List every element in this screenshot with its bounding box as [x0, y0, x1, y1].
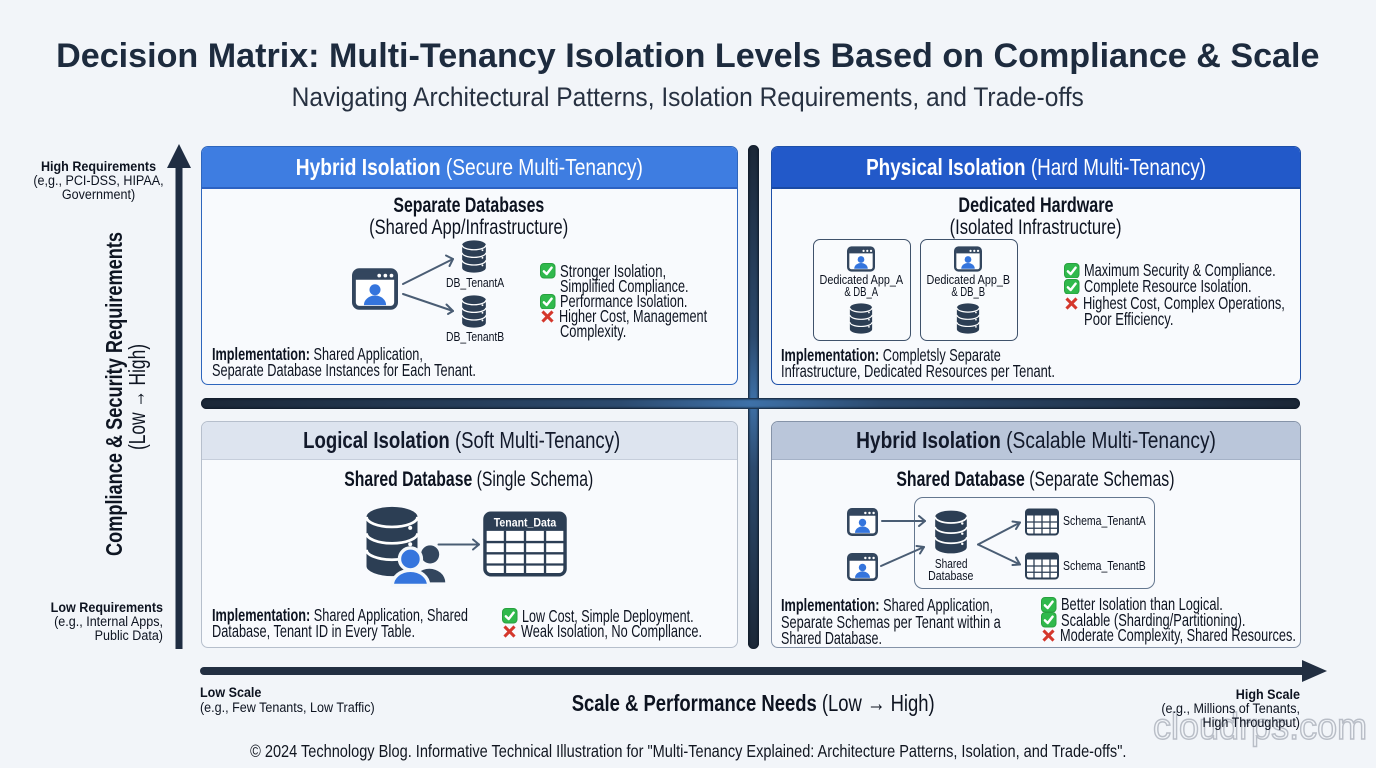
svg-text:(Low → High): (Low → High)	[124, 344, 150, 450]
svg-text:Compliance & Security Requirem: Compliance & Security Requirements	[101, 232, 127, 556]
